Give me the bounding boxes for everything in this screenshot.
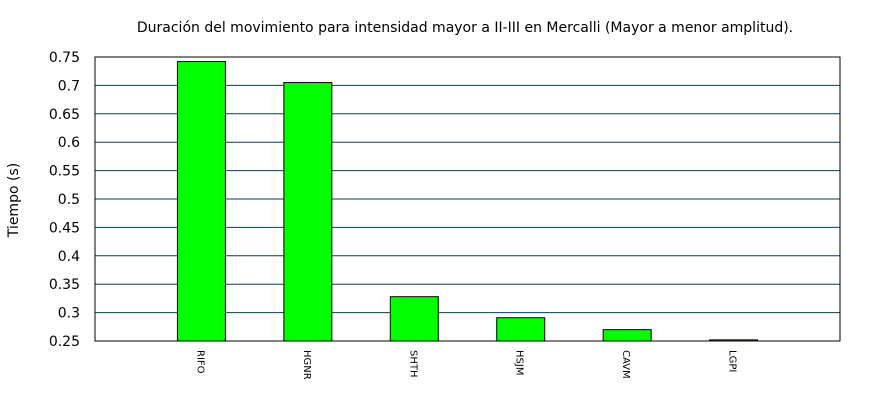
y-tick-label: 0.65 [49,107,80,123]
y-tick-label: 0.3 [58,306,80,322]
x-tick-label: HGNR [301,350,312,380]
y-tick-label: 0.35 [49,277,80,293]
x-tick-label: SHTH [407,350,418,378]
y-tick-label: 0.5 [58,192,80,208]
y-tick-label: 0.7 [58,78,80,94]
x-tick-label: LGPI [727,350,738,372]
x-tick-labels: RIFO HGNR SHTH HSJM CAVM LGPI [194,350,737,380]
y-axis-label: Tiempo (s) [6,163,22,238]
y-tick-label: 0.25 [49,334,80,350]
y-tick-label: 0.45 [49,220,80,236]
y-tick-labels: 0.25 0.3 0.35 0.4 0.45 0.5 0.55 0.6 0.65 0.7 0.75 [49,50,80,350]
plot-frame [94,56,841,342]
chart-title: Duración del movimiento para intensidad … [137,20,793,36]
bar-rifo [176,61,226,342]
bar-shth [389,296,439,342]
bars [176,61,759,342]
x-tick-label: RIFO [194,350,205,374]
bar-hgnr [283,82,333,342]
x-tick-label: HSJM [514,350,525,375]
x-tick-label: CAVM [620,350,631,379]
y-tick-label: 0.55 [49,164,80,180]
y-tick-label: 0.4 [58,249,80,265]
bar-hsjm [496,317,546,342]
bar-cavm [602,329,652,342]
y-tick-label: 0.75 [49,50,80,66]
y-tick-label: 0.6 [58,135,80,151]
